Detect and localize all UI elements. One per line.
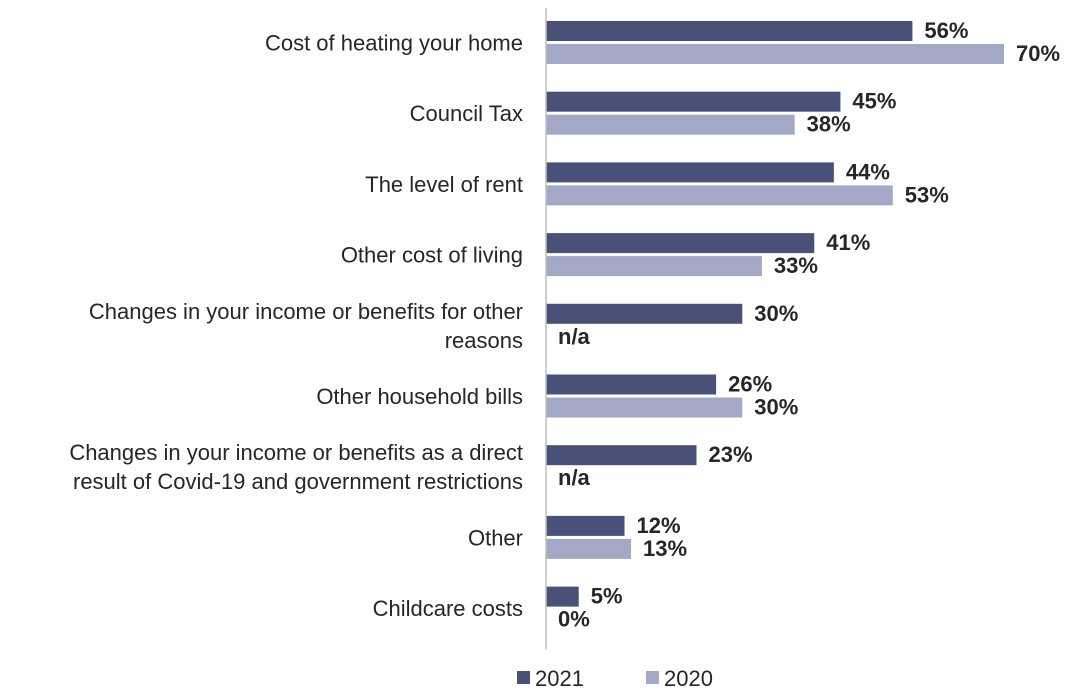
category-label: Childcare costs bbox=[373, 596, 523, 621]
bar-2020 bbox=[546, 185, 893, 206]
value-label-2020: n/a bbox=[558, 465, 591, 490]
value-label-2020: 13% bbox=[643, 536, 687, 561]
bar-2020 bbox=[546, 44, 1004, 64]
value-label-2020: 0% bbox=[558, 607, 590, 632]
value-label-2020: 38% bbox=[807, 112, 851, 137]
category-label: Other cost of living bbox=[341, 243, 523, 268]
bar-2021 bbox=[546, 515, 625, 536]
legend-swatch-2021 bbox=[517, 671, 530, 684]
bar-2020 bbox=[546, 114, 795, 135]
value-label-2021: 56% bbox=[924, 18, 968, 43]
bar-2020 bbox=[546, 397, 743, 418]
category-label: Other household bills bbox=[316, 384, 523, 409]
value-label-2020: 70% bbox=[1016, 41, 1060, 66]
category-label: Council Tax bbox=[410, 101, 523, 126]
bar-2021 bbox=[546, 303, 743, 324]
value-label-2020: 53% bbox=[905, 182, 949, 207]
category-label: Other bbox=[468, 525, 523, 550]
category-labels: Cost of heating your home Council Tax The … bbox=[69, 31, 523, 622]
category-label: Changes in your income or benefits for o… bbox=[89, 299, 523, 353]
legend-label-2021: 2021 bbox=[535, 666, 584, 691]
value-label-2021: 5% bbox=[591, 584, 623, 609]
value-label-2021: 45% bbox=[852, 89, 896, 114]
legend-swatch-2020 bbox=[646, 671, 659, 684]
legend: 2021 2020 bbox=[517, 666, 713, 691]
value-label-2021: 44% bbox=[846, 159, 890, 184]
value-label-2021: 23% bbox=[708, 442, 752, 467]
bar-2021 bbox=[546, 91, 841, 112]
value-label-2021: 30% bbox=[754, 301, 798, 326]
category-label: Changes in your income or benefits as a … bbox=[69, 440, 523, 494]
bar-2021 bbox=[546, 233, 815, 254]
legend-label-2020: 2020 bbox=[664, 666, 713, 691]
value-label-2020: 33% bbox=[774, 253, 818, 278]
value-label-2021: 41% bbox=[826, 230, 870, 255]
bar-2021 bbox=[546, 374, 717, 395]
category-label: Cost of heating your home bbox=[265, 31, 523, 56]
bar-2021 bbox=[546, 445, 697, 466]
value-label-2021: 26% bbox=[728, 372, 772, 397]
value-labels: 56%70%45%38%44%53%41%33%30%n/a26%30%23%n… bbox=[558, 18, 1060, 632]
category-label: The level of rent bbox=[365, 172, 523, 197]
bar-2021 bbox=[546, 162, 834, 183]
bar-2021 bbox=[546, 586, 579, 607]
bar-2020 bbox=[546, 538, 632, 559]
value-label-2020: 30% bbox=[754, 395, 798, 420]
bar-2021 bbox=[546, 21, 913, 41]
value-label-2021: 12% bbox=[637, 513, 681, 538]
bars bbox=[546, 21, 1004, 607]
value-label-2020: n/a bbox=[558, 324, 591, 349]
bar-2020 bbox=[546, 256, 762, 277]
